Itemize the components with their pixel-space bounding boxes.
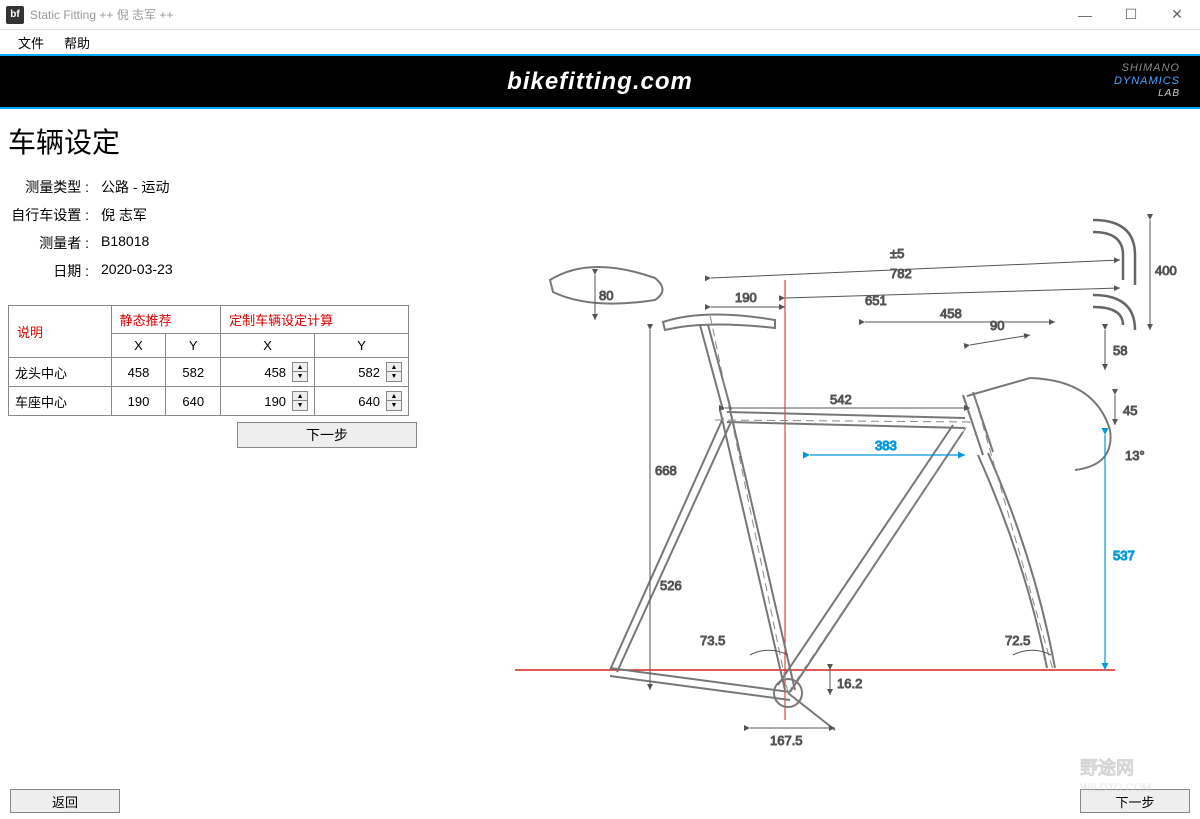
value-bike-setup: 倪 志军 xyxy=(95,205,147,225)
svg-text:13°: 13° xyxy=(1125,448,1145,463)
svg-text:537: 537 xyxy=(1113,548,1135,563)
svg-text:±5: ±5 xyxy=(890,246,904,261)
back-button[interactable]: 返回 xyxy=(10,789,120,813)
table-header-static: 静态推荐 xyxy=(111,306,221,334)
row-label-saddle: 车座中心 xyxy=(9,387,112,416)
brand-logo-text: bikefitting.com xyxy=(507,68,693,96)
spin-down-icon[interactable]: ▼ xyxy=(293,372,307,381)
cell-custom-y[interactable]: 582▲▼ xyxy=(315,358,409,387)
label-bike-setup: 自行车设置 : xyxy=(0,205,95,225)
svg-text:668: 668 xyxy=(655,463,677,478)
watermark: 野途网 WILDTO.COM xyxy=(1020,749,1180,799)
cell-static-y: 582 xyxy=(166,358,221,387)
app-icon: bf xyxy=(6,6,24,24)
menu-bar: 文件 帮助 xyxy=(0,30,1200,54)
table-header-desc: 说明 xyxy=(9,306,112,358)
svg-text:782: 782 xyxy=(890,266,912,281)
minimize-button[interactable]: — xyxy=(1062,0,1108,30)
cell-static-y: 640 xyxy=(166,387,221,416)
table-sub-static-y: Y xyxy=(166,334,221,358)
row-label-stem: 龙头中心 xyxy=(9,358,112,387)
close-button[interactable]: ✕ xyxy=(1154,0,1200,30)
maximize-button[interactable]: ☐ xyxy=(1108,0,1154,30)
brand-sub-logo: SHIMANO DYNAMICS LAB xyxy=(1114,62,1180,100)
svg-text:526: 526 xyxy=(660,578,682,593)
brand-line2: DYNAMICS xyxy=(1114,75,1180,88)
label-operator: 测量者 : xyxy=(0,233,95,253)
table-sub-custom-x: X xyxy=(221,334,315,358)
bike-geometry-diagram: 80 190 ±5 782 651 458 90 400 58 45 13° 5… xyxy=(495,200,1190,770)
next-button[interactable]: 下一步 xyxy=(237,422,417,448)
svg-text:458: 458 xyxy=(940,306,962,321)
menu-file[interactable]: 文件 xyxy=(8,31,54,54)
cell-custom-x[interactable]: 458▲▼ xyxy=(221,358,315,387)
svg-text:58: 58 xyxy=(1113,343,1127,358)
svg-text:16.2: 16.2 xyxy=(837,676,862,691)
label-measure-type: 测量类型 : xyxy=(0,177,95,197)
value-operator: B18018 xyxy=(95,233,149,253)
spin-down-icon[interactable]: ▼ xyxy=(387,372,401,381)
cell-static-x: 458 xyxy=(111,358,166,387)
svg-text:90: 90 xyxy=(990,318,1004,333)
spin-up-icon[interactable]: ▲ xyxy=(387,363,401,372)
table-header-custom: 定制车辆设定计算 xyxy=(221,306,409,334)
brand-banner: bikefitting.com SHIMANO DYNAMICS LAB xyxy=(0,54,1200,109)
svg-text:72.5: 72.5 xyxy=(1005,633,1030,648)
menu-help[interactable]: 帮助 xyxy=(54,31,100,54)
svg-text:651: 651 xyxy=(865,293,887,308)
cell-custom-x[interactable]: 190▲▼ xyxy=(221,387,315,416)
spin-down-icon[interactable]: ▼ xyxy=(387,401,401,410)
spin-up-icon[interactable]: ▲ xyxy=(293,363,307,372)
table-row: 车座中心 190 640 190▲▼ 640▲▼ xyxy=(9,387,409,416)
brand-line3: LAB xyxy=(1114,88,1180,100)
spin-down-icon[interactable]: ▼ xyxy=(293,401,307,410)
window-titlebar: bf Static Fitting ++ 倪 志军 ++ — ☐ ✕ xyxy=(0,0,1200,30)
svg-text:80: 80 xyxy=(599,288,613,303)
spin-up-icon[interactable]: ▲ xyxy=(293,392,307,401)
svg-text:167.5: 167.5 xyxy=(770,733,803,748)
svg-text:73.5: 73.5 xyxy=(700,633,725,648)
svg-text:383: 383 xyxy=(875,438,897,453)
svg-text:WILDTO.COM: WILDTO.COM xyxy=(1080,782,1151,794)
table-sub-custom-y: Y xyxy=(315,334,409,358)
svg-text:野途网: 野途网 xyxy=(1080,757,1134,778)
table-sub-static-x: X xyxy=(111,334,166,358)
page-title: 车辆设定 xyxy=(0,109,1200,169)
settings-table: 说明 静态推荐 定制车辆设定计算 X Y X Y 龙头中心 458 582 45… xyxy=(8,305,409,416)
brand-line1: SHIMANO xyxy=(1114,62,1180,75)
svg-text:45: 45 xyxy=(1123,403,1137,418)
label-date: 日期 : xyxy=(0,261,95,281)
table-row: 龙头中心 458 582 458▲▼ 582▲▼ xyxy=(9,358,409,387)
svg-text:542: 542 xyxy=(830,392,852,407)
svg-text:190: 190 xyxy=(735,290,757,305)
svg-text:400: 400 xyxy=(1155,263,1177,278)
spin-up-icon[interactable]: ▲ xyxy=(387,392,401,401)
window-title: Static Fitting ++ 倪 志军 ++ xyxy=(30,6,1062,23)
cell-static-x: 190 xyxy=(111,387,166,416)
value-date: 2020-03-23 xyxy=(95,261,173,281)
cell-custom-y[interactable]: 640▲▼ xyxy=(315,387,409,416)
value-measure-type: 公路 - 运动 xyxy=(95,177,169,197)
